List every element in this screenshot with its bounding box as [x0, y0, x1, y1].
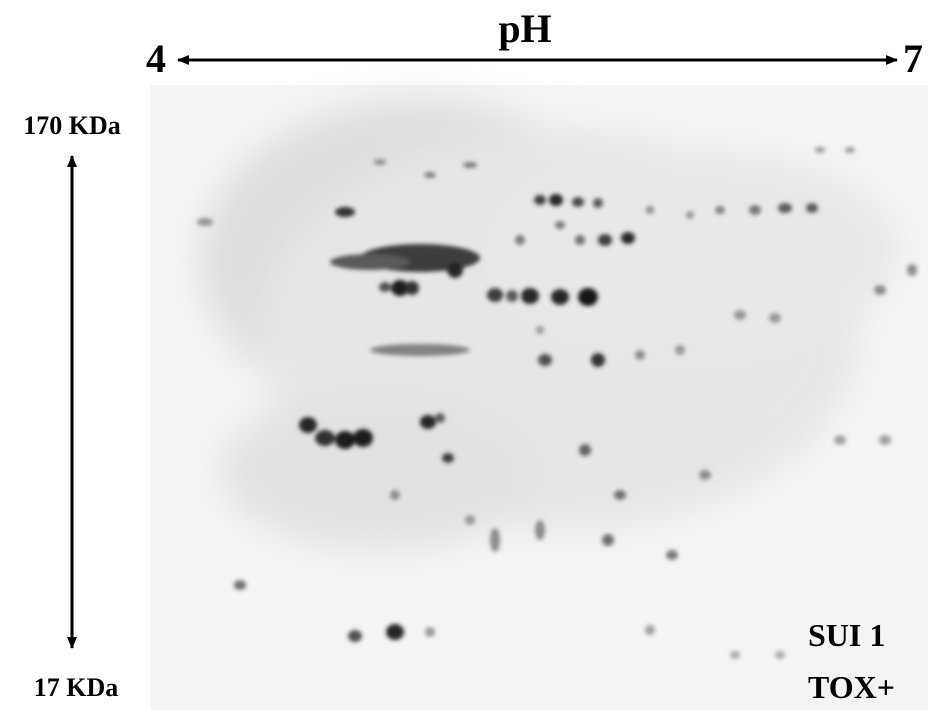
protein-spot: [442, 453, 454, 463]
protein-spot: [575, 235, 585, 245]
protein-spot: [645, 625, 655, 635]
protein-spot: [386, 624, 404, 640]
protein-spot: [646, 206, 654, 214]
protein-spot: [463, 162, 477, 168]
protein-spot: [506, 290, 518, 302]
protein-spot: [778, 203, 792, 213]
protein-spot: [348, 630, 362, 642]
protein-spot: [420, 415, 436, 429]
protein-spot: [335, 431, 355, 449]
protein-spot: [845, 147, 855, 153]
ph-start: 4: [146, 36, 166, 81]
protein-spot: [299, 417, 317, 433]
protein-spot: [734, 310, 746, 320]
protein-spot: [465, 515, 475, 525]
protein-spots: [197, 147, 917, 659]
protein-spot: [598, 234, 612, 246]
protein-spot: [490, 528, 500, 552]
protein-spot: [699, 470, 711, 480]
protein-spot: [815, 147, 825, 153]
protein-spot: [536, 326, 544, 334]
protein-spot: [602, 534, 614, 546]
protein-spot: [447, 262, 463, 278]
protein-spot: [405, 281, 419, 295]
protein-spot: [374, 159, 386, 165]
protein-spot: [555, 221, 565, 229]
protein-spot: [521, 288, 539, 304]
protein-spot: [675, 345, 685, 355]
protein-spot: [572, 197, 584, 207]
mass-top: 170 KDa: [23, 111, 121, 140]
protein-spot: [335, 207, 355, 217]
protein-spot: [874, 285, 886, 295]
protein-spot: [591, 353, 605, 367]
protein-spot: [806, 203, 818, 213]
protein-spot: [593, 198, 603, 208]
mass-bottom: 17 KDa: [34, 673, 119, 702]
protein-spot: [538, 354, 552, 366]
protein-spot: [424, 172, 436, 178]
protein-spot: [549, 194, 563, 206]
protein-spot: [578, 288, 598, 306]
protein-spot: [425, 627, 435, 637]
protein-spot: [330, 254, 410, 270]
ph-end: 7: [903, 36, 923, 81]
protein-spot: [686, 211, 694, 219]
protein-spot: [579, 444, 591, 456]
ph-label: pH: [498, 6, 551, 51]
protein-spot: [534, 195, 546, 205]
protein-spot: [749, 205, 761, 215]
protein-spot: [370, 344, 470, 356]
protein-spot: [515, 235, 525, 245]
protein-spot: [315, 430, 335, 446]
protein-spot: [907, 264, 917, 276]
protein-spot: [551, 289, 569, 305]
protein-spot: [715, 206, 725, 214]
gel-image: [150, 85, 928, 710]
protein-spot: [666, 550, 678, 560]
protein-spot: [879, 435, 891, 445]
protein-spot: [391, 280, 409, 296]
protein-spot: [487, 288, 503, 302]
protein-spot: [614, 490, 626, 500]
sample-line2: TOX+: [808, 669, 895, 705]
protein-spot: [535, 520, 545, 540]
protein-spot: [435, 413, 445, 423]
protein-spot: [769, 313, 781, 323]
protein-spot: [775, 651, 785, 659]
protein-spot: [234, 580, 246, 590]
protein-spot: [834, 435, 846, 445]
protein-spot: [621, 232, 635, 244]
protein-spot: [730, 651, 740, 659]
protein-spot: [390, 490, 400, 500]
protein-spot: [197, 218, 213, 226]
sample-line1: SUI 1: [808, 617, 885, 653]
protein-spot: [635, 350, 645, 360]
protein-spot: [379, 282, 391, 292]
protein-spot: [353, 429, 373, 447]
